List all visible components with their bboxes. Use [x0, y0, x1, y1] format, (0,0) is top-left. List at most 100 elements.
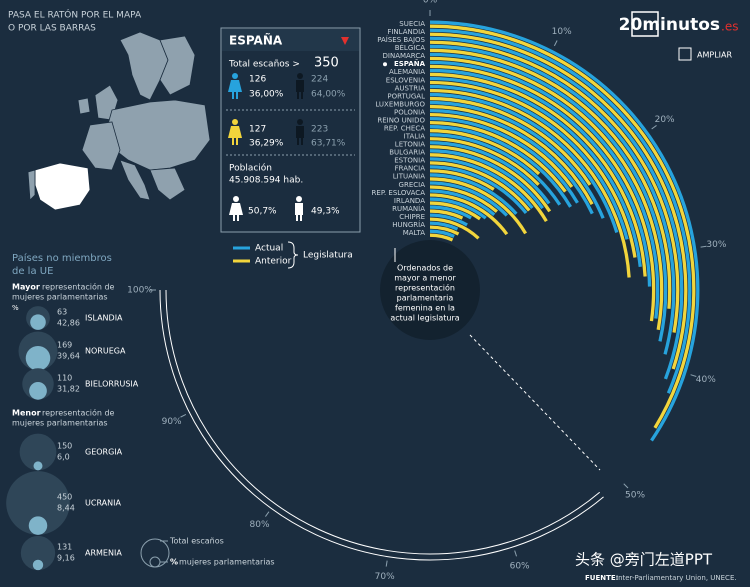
bar[interactable] [429, 209, 464, 220]
bar[interactable] [429, 68, 652, 287]
bar[interactable] [429, 92, 619, 234]
country-label[interactable]: GRECIA [399, 181, 426, 189]
bar[interactable] [429, 60, 660, 319]
bar[interactable] [429, 233, 454, 242]
country-label[interactable]: MALTA [403, 229, 425, 237]
bar[interactable] [429, 229, 455, 238]
bar[interactable] [429, 217, 480, 240]
bar[interactable] [429, 96, 592, 186]
bar[interactable] [429, 129, 541, 176]
country-label[interactable]: REINO UNIDO [377, 116, 425, 124]
bar[interactable] [429, 197, 487, 220]
country-label[interactable]: POLONIA [394, 108, 425, 116]
bar[interactable] [429, 149, 544, 210]
bar[interactable] [429, 48, 672, 309]
bar[interactable] [429, 125, 572, 208]
bar[interactable] [429, 117, 579, 204]
bar[interactable] [429, 137, 540, 186]
country-label[interactable]: ESPAÑA [394, 59, 426, 68]
country-name: NORUEGA [85, 347, 126, 356]
bar[interactable] [429, 165, 528, 215]
zoom-icon[interactable] [678, 47, 692, 61]
bar[interactable] [429, 173, 518, 215]
zoom-button[interactable]: AMPLIAR [697, 51, 732, 60]
bar[interactable] [429, 177, 528, 235]
bar[interactable] [429, 213, 468, 227]
tick-mark [180, 413, 187, 418]
map-region[interactable] [81, 121, 121, 171]
map-region[interactable] [119, 159, 151, 201]
country-label[interactable]: ITALIA [404, 133, 426, 141]
bar[interactable] [429, 72, 647, 277]
map-region[interactable] [149, 167, 186, 201]
bar[interactable] [429, 84, 629, 240]
bar[interactable] [429, 76, 642, 267]
country-label[interactable]: PORTUGAL [387, 92, 425, 100]
country-label[interactable]: ESTONIA [394, 157, 425, 165]
bar[interactable] [429, 100, 605, 219]
bar[interactable] [429, 44, 676, 355]
bar[interactable] [429, 181, 509, 217]
bar[interactable] [429, 32, 688, 370]
bar[interactable] [429, 145, 552, 213]
bar[interactable] [429, 56, 664, 331]
bar[interactable] [429, 141, 551, 205]
country-label[interactable]: AUSTRIA [395, 84, 426, 92]
bar[interactable] [429, 169, 495, 191]
bar[interactable] [429, 80, 637, 258]
country-label[interactable]: DINAMARCA [383, 52, 426, 60]
country-label[interactable]: ALEMANIA [389, 68, 425, 76]
map-region[interactable] [119, 31, 169, 101]
country-label[interactable]: LITUANIA [393, 173, 425, 181]
bar[interactable] [429, 108, 594, 215]
bar[interactable] [429, 161, 531, 212]
map-spain[interactable] [34, 162, 91, 211]
bar[interactable] [429, 104, 594, 205]
country-label[interactable]: REP. ESLOVACA [372, 189, 426, 197]
bar[interactable] [429, 205, 472, 220]
bar[interactable] [429, 40, 680, 333]
bar[interactable] [429, 221, 459, 231]
bar[interactable] [429, 64, 656, 322]
bar[interactable] [429, 121, 567, 193]
country-label[interactable]: BULGARIA [389, 149, 425, 157]
bar[interactable] [429, 24, 696, 429]
bar[interactable] [429, 112, 574, 188]
country-label[interactable]: ESLOVENIA [386, 76, 425, 84]
country-label[interactable]: RUMANÍA [392, 204, 425, 213]
country-label[interactable]: IRLANDA [394, 197, 425, 205]
bar[interactable] [429, 20, 700, 442]
tick-mark [553, 40, 558, 47]
bar[interactable] [429, 189, 496, 216]
country-label[interactable]: PAÍSES BAJOS [377, 35, 425, 44]
country-label[interactable]: HUNGRÍA [392, 220, 425, 229]
bar[interactable] [429, 157, 534, 210]
seats-value: 450 [57, 493, 72, 502]
bar[interactable] [429, 133, 562, 206]
map-region[interactable] [159, 35, 196, 96]
bar[interactable] [429, 52, 668, 342]
country-label[interactable]: FRANCIA [395, 165, 426, 173]
country-label[interactable]: SUECIA [399, 20, 425, 28]
pointer-line [469, 334, 601, 471]
bar[interactable] [429, 225, 460, 236]
bar[interactable] [429, 36, 684, 380]
bar[interactable] [429, 153, 548, 223]
country-label[interactable]: LETONIA [395, 141, 425, 149]
description: actual legislatura [390, 314, 459, 323]
bar[interactable] [429, 185, 498, 213]
bar[interactable] [429, 28, 692, 394]
country-label[interactable]: CHIPRE [399, 213, 425, 221]
europe-map[interactable] [27, 31, 211, 211]
bar[interactable] [429, 193, 509, 236]
country-label[interactable]: BÉLGICA [395, 43, 426, 52]
dropdown-arrow[interactable] [341, 37, 349, 45]
map-region[interactable] [27, 169, 36, 201]
bar[interactable] [429, 201, 481, 221]
map-region[interactable] [77, 97, 91, 115]
country-label[interactable]: REP. CHECA [384, 125, 425, 133]
country-label[interactable]: LUXEMBURGO [375, 100, 425, 108]
tick-label: 20% [655, 115, 675, 125]
country-label[interactable]: FINLANDIA [387, 28, 425, 36]
bar[interactable] [429, 88, 631, 278]
